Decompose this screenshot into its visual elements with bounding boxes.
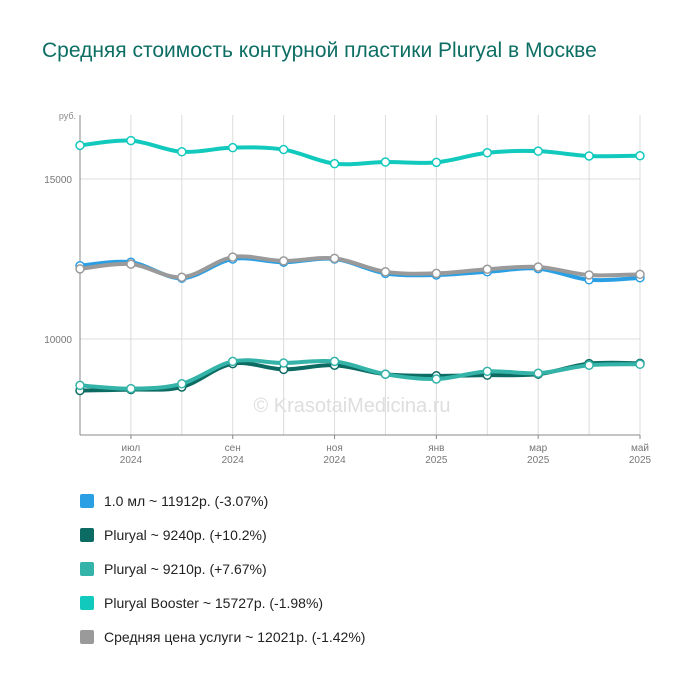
- x-tick-year: 2024: [222, 455, 245, 466]
- legend-swatch: [80, 596, 94, 610]
- data-point: [278, 144, 289, 155]
- data-point: [126, 135, 136, 146]
- legend-label: Pluryal ~ 9210р. (+7.67%): [104, 561, 267, 577]
- line-chart: 1000015000руб.июл2024сен2024ноя2024янв20…: [44, 111, 652, 466]
- series-line-2: [78, 358, 642, 391]
- data-point: [584, 360, 594, 370]
- legend-label: 1.0 мл ~ 11912р. (-3.07%): [104, 493, 269, 509]
- data-point: [635, 269, 645, 280]
- data-point: [278, 256, 289, 266]
- data-point: [431, 268, 442, 279]
- legend-item[interactable]: Средняя цена услуги ~ 12021р. (-1.42%): [80, 620, 365, 654]
- data-point: [278, 358, 289, 368]
- data-point: [329, 158, 340, 169]
- data-point: [584, 151, 594, 161]
- data-point: [482, 148, 493, 158]
- data-point: [227, 142, 238, 153]
- data-point: [431, 157, 442, 168]
- legend-item[interactable]: Pluryal ~ 9240р. (+10.2%): [80, 518, 365, 552]
- data-point: [635, 150, 645, 161]
- data-point: [584, 270, 594, 280]
- legend-item[interactable]: Pluryal ~ 9210р. (+7.67%): [80, 552, 365, 586]
- legend-swatch: [80, 494, 94, 508]
- legend-label: Средняя цена услуги ~ 12021р. (-1.42%): [104, 629, 366, 645]
- y-tick-label: 10000: [44, 335, 72, 346]
- data-point: [75, 264, 85, 274]
- data-point: [75, 380, 85, 391]
- y-tick-label: 15000: [44, 175, 72, 186]
- x-tick-year: 2025: [527, 455, 550, 466]
- data-point: [380, 157, 391, 167]
- data-point: [482, 366, 493, 377]
- data-point: [75, 140, 85, 151]
- legend-label: Pluryal Booster ~ 15727р. (-1.98%): [104, 595, 324, 611]
- data-point: [329, 253, 340, 264]
- data-point: [533, 368, 543, 378]
- legend-swatch: [80, 562, 94, 576]
- data-point: [635, 359, 645, 370]
- data-point: [380, 267, 391, 277]
- data-point: [329, 356, 340, 367]
- data-point: [533, 146, 543, 156]
- x-tick-month: ноя: [326, 443, 343, 454]
- data-point: [177, 272, 187, 282]
- x-tick-month: май: [631, 443, 649, 454]
- legend-swatch: [80, 528, 94, 542]
- legend-item[interactable]: 1.0 мл ~ 11912р. (-3.07%): [80, 484, 365, 518]
- watermark: © KrasotaiMedicina.ru: [253, 395, 450, 417]
- data-point: [126, 259, 136, 269]
- data-point: [431, 374, 442, 384]
- legend-label: Pluryal ~ 9240р. (+10.2%): [104, 527, 267, 543]
- data-point: [533, 262, 543, 272]
- legend-swatch: [80, 630, 94, 644]
- chart-legend: 1.0 мл ~ 11912р. (-3.07%) Pluryal ~ 9240р…: [80, 484, 365, 654]
- data-point: [227, 356, 238, 367]
- data-point: [177, 379, 187, 389]
- data-point: [380, 369, 391, 379]
- x-tick-year: 2024: [120, 455, 143, 466]
- x-tick-year: 2024: [323, 455, 346, 466]
- data-point: [177, 147, 187, 157]
- data-point: [126, 383, 136, 394]
- series-line-3: [78, 138, 642, 167]
- data-point: [482, 264, 493, 274]
- x-tick-month: июл: [122, 443, 141, 454]
- y-axis-label: руб.: [59, 111, 76, 121]
- x-tick-month: янв: [428, 443, 444, 454]
- chart-title: Средняя стоимость контурной пластики Plu…: [42, 39, 597, 62]
- x-tick-year: 2025: [629, 455, 652, 466]
- x-tick-month: мар: [529, 443, 547, 454]
- x-tick-month: сен: [225, 443, 241, 454]
- data-point: [227, 252, 238, 262]
- legend-item[interactable]: Pluryal Booster ~ 15727р. (-1.98%): [80, 586, 365, 620]
- series-line-4: [78, 254, 642, 280]
- x-tick-year: 2025: [425, 455, 448, 466]
